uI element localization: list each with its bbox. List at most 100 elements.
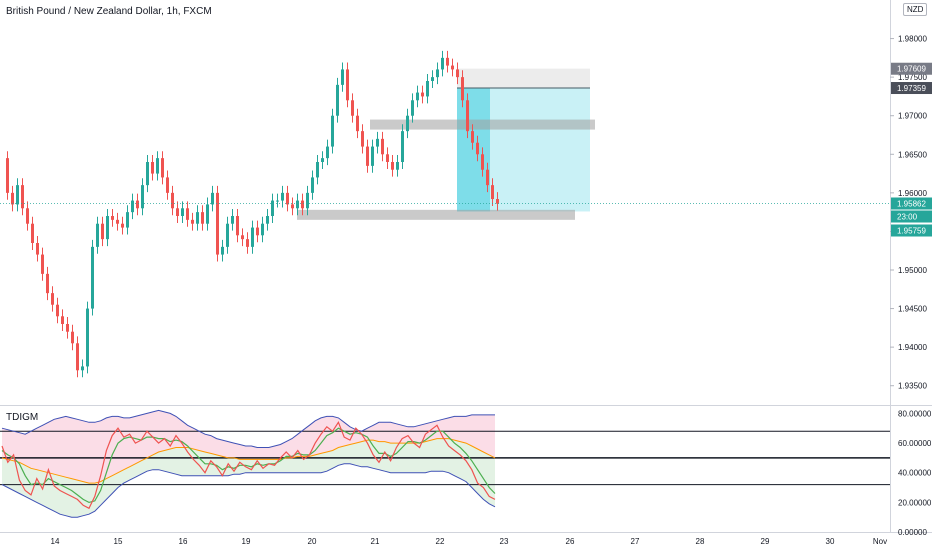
candle-body — [161, 158, 164, 178]
candle-body — [196, 212, 199, 224]
candle-body — [271, 200, 274, 216]
candle-body — [331, 115, 334, 147]
candle-body — [141, 185, 144, 209]
long-position-progress-zone — [457, 88, 490, 212]
candle-body — [66, 324, 69, 332]
candle-body — [346, 69, 349, 101]
top-box-price-label: 1.97609 — [897, 65, 926, 74]
candle-body — [91, 246, 94, 309]
candle-body — [226, 223, 229, 247]
candle-body — [76, 343, 79, 371]
time-tick-label: 27 — [631, 537, 640, 546]
time-tick-label: Nov — [873, 537, 887, 546]
candle-body — [386, 154, 389, 162]
zones — [297, 68, 595, 220]
candle-body — [81, 366, 84, 371]
time-tick-label: 23 — [500, 537, 509, 546]
candle-body — [186, 208, 189, 220]
candle-body — [356, 115, 359, 132]
candle-body — [396, 162, 399, 170]
stop-price-label: 1.95759 — [897, 227, 926, 236]
candle-body — [246, 239, 249, 247]
mid-line — [1, 438, 496, 484]
candle-body — [491, 185, 494, 200]
candle-body — [411, 100, 414, 116]
candle-body — [6, 158, 9, 193]
candle-body — [201, 212, 204, 224]
price-tick-label: 1.97000 — [898, 112, 927, 121]
time-tick-label: 22 — [436, 537, 445, 546]
indicator-tick-label: 60.00000 — [898, 439, 932, 448]
candle-body — [86, 308, 89, 367]
candle-body — [296, 200, 299, 209]
candle-body — [51, 293, 54, 305]
candle-body — [421, 92, 424, 97]
indicator-tick-label: 80.00000 — [898, 409, 932, 418]
top-box-price-label-bg — [891, 62, 932, 75]
price-tick-label: 1.98000 — [898, 35, 927, 44]
chart-title: British Pound / New Zealand Dollar, 1h, … — [6, 6, 212, 17]
candle-body — [321, 158, 324, 162]
candle-body — [101, 223, 104, 240]
candle-body — [461, 77, 464, 101]
candle-body — [446, 57, 449, 66]
candle-body — [151, 162, 154, 174]
candle-body — [211, 192, 214, 205]
time-tick-label: 14 — [51, 537, 60, 546]
candle-body — [351, 100, 354, 116]
candle-body — [361, 131, 364, 147]
candle-body — [191, 219, 194, 224]
candle-body — [251, 227, 254, 247]
candle-body — [426, 81, 429, 97]
top-grey-box — [457, 68, 590, 89]
candle-body — [481, 154, 484, 170]
candle-body — [266, 216, 269, 224]
candle-body — [476, 142, 479, 155]
time-tick-label: 26 — [566, 537, 575, 546]
candle-body — [341, 69, 344, 85]
price-tick-label: 1.93500 — [898, 382, 927, 391]
candle-body — [261, 223, 264, 236]
candle-body — [181, 208, 184, 216]
candle-body — [11, 192, 14, 205]
time-tick-label: 28 — [696, 537, 705, 546]
candle-body — [291, 204, 294, 209]
candle-body — [16, 185, 19, 205]
price-tick-label: 1.96500 — [898, 150, 927, 159]
current-price-label: 1.95862 — [897, 200, 926, 209]
candle-body — [496, 199, 499, 204]
price-tick-label: 1.97500 — [898, 73, 927, 82]
time-tick-label: 21 — [371, 537, 380, 546]
indicator-tick-label: 20.00000 — [898, 498, 932, 507]
time-tick-label: 16 — [179, 537, 188, 546]
candle-body — [456, 69, 459, 78]
candle-body — [276, 200, 279, 202]
candle-body — [41, 254, 44, 274]
grey-zone — [297, 209, 575, 220]
candle-body — [126, 212, 129, 228]
time-tick-label: 19 — [242, 537, 251, 546]
upper-band-fill — [2, 410, 495, 484]
candle-body — [131, 200, 134, 213]
candle-body — [466, 100, 469, 132]
candle-body — [116, 219, 119, 224]
currency-badge[interactable]: NZD — [903, 3, 928, 16]
candle-body — [171, 192, 174, 209]
candle-body — [31, 223, 34, 243]
candle-body — [471, 131, 474, 143]
current-price-label-bg — [891, 197, 932, 210]
candle-body — [166, 177, 169, 193]
candle-body — [316, 162, 319, 178]
candle-body — [436, 69, 439, 78]
candle-body — [236, 216, 239, 236]
candle-body — [376, 138, 379, 147]
candle-body — [231, 216, 234, 224]
price-tick-label: 1.94500 — [898, 305, 927, 314]
time-tick-label: 29 — [761, 537, 770, 546]
lower-band-line — [1, 463, 496, 518]
candle-body — [366, 146, 369, 166]
candle-body — [241, 235, 244, 240]
upper-band-line — [1, 409, 495, 448]
